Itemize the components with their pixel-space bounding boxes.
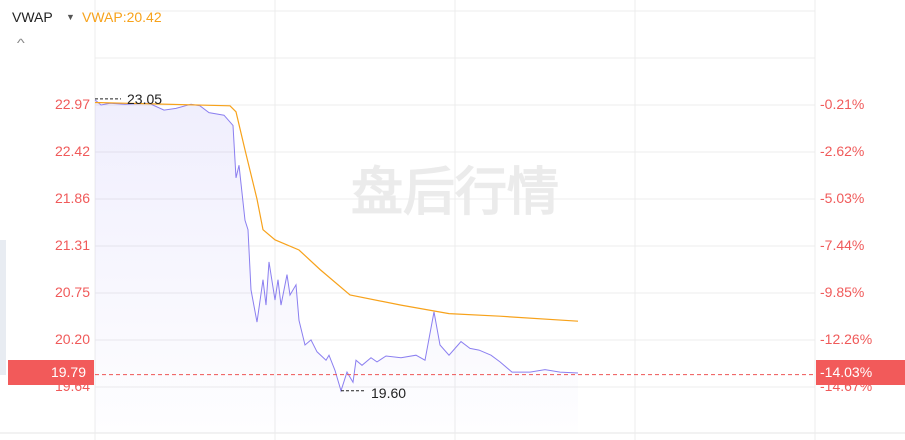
y-tick-right: -0.21% xyxy=(820,96,865,112)
current-change: -14.03% xyxy=(820,364,873,380)
current-price: 19.79 xyxy=(50,364,86,380)
max-label: 23.05 xyxy=(127,91,162,107)
y-tick-left: 21.86 xyxy=(54,190,90,206)
current-price-tag: 19.79 xyxy=(8,360,94,385)
y-tick-right: -5.03% xyxy=(820,190,865,206)
price-line xyxy=(94,99,579,393)
vwap-line xyxy=(94,101,579,322)
indicator-name[interactable]: VWAP xyxy=(12,9,53,25)
price-area xyxy=(95,99,578,434)
current-change-tag: -14.03% xyxy=(816,360,905,385)
left-edge-strip xyxy=(0,240,6,375)
collapse-chevron-icon[interactable]: ^ xyxy=(16,36,25,50)
y-tick-right: -9.85% xyxy=(820,284,865,300)
y-tick-right: -2.62% xyxy=(820,143,865,159)
y-tick-left: 20.20 xyxy=(54,331,90,347)
y-tick-left: 20.75 xyxy=(54,284,90,300)
y-tick-left: 21.31 xyxy=(54,237,90,253)
vwap-value: VWAP:20.42 xyxy=(82,9,162,25)
dropdown-caret-icon[interactable]: ▼ xyxy=(66,12,75,22)
y-tick-left: 22.97 xyxy=(54,96,90,112)
y-tick-right: -12.26% xyxy=(820,331,873,347)
min-label: 19.60 xyxy=(371,385,406,401)
y-tick-left: 22.42 xyxy=(54,143,90,159)
y-tick-right: -7.44% xyxy=(820,237,865,253)
watermark: 盘后行情 xyxy=(351,164,559,222)
